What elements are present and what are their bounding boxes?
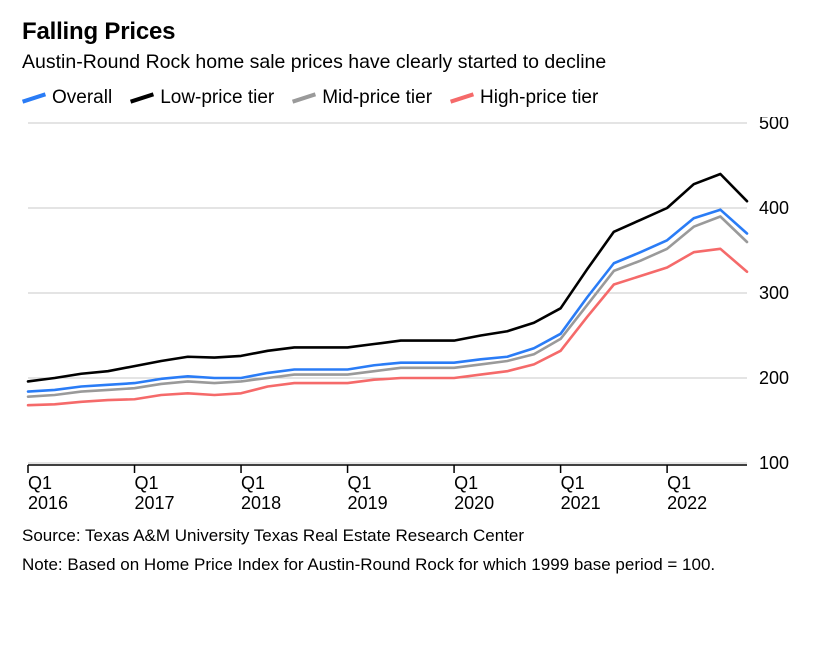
ytick-label: 500 — [759, 117, 789, 133]
legend-swatch-high_tier — [450, 92, 474, 103]
xtick-year-label: 2020 — [454, 493, 494, 513]
legend-item-high_tier: High-price tier — [450, 87, 598, 109]
legend-swatch-overall — [22, 92, 46, 103]
series-line-mid_tier — [28, 216, 747, 396]
legend-item-mid_tier: Mid-price tier — [292, 87, 432, 109]
xtick-q-label: Q1 — [454, 473, 478, 493]
legend-label-overall: Overall — [52, 87, 112, 109]
legend-swatch-low_tier — [130, 92, 154, 103]
chart-subtitle: Austin-Round Rock home sale prices have … — [22, 50, 803, 75]
xtick-year-label: 2016 — [28, 493, 68, 513]
ytick-label: 400 — [759, 198, 789, 218]
legend: Overall Low-price tier Mid-price tier High-… — [22, 87, 803, 109]
legend-label-high_tier: High-price tier — [480, 87, 598, 109]
xtick-year-label: 2017 — [135, 493, 175, 513]
xtick-q-label: Q1 — [241, 473, 265, 493]
xtick-q-label: Q1 — [348, 473, 372, 493]
series-line-overall — [28, 210, 747, 392]
xtick-year-label: 2018 — [241, 493, 281, 513]
xtick-year-label: 2022 — [667, 493, 707, 513]
legend-item-low_tier: Low-price tier — [130, 87, 274, 109]
source-line: Source: Texas A&M University Texas Real … — [22, 525, 803, 546]
legend-label-low_tier: Low-price tier — [160, 87, 274, 109]
xtick-q-label: Q1 — [667, 473, 691, 493]
ytick-label: 300 — [759, 283, 789, 303]
xtick-year-label: 2021 — [561, 493, 601, 513]
ytick-label: 200 — [759, 368, 789, 388]
legend-item-overall: Overall — [22, 87, 112, 109]
ytick-label: 100 — [759, 453, 789, 473]
chart-svg: 100200300400500Q12016Q12017Q12018Q12019Q… — [22, 117, 803, 517]
chart-card: Falling Prices Austin-Round Rock home sa… — [0, 0, 825, 658]
legend-swatch-mid_tier — [292, 92, 316, 103]
xtick-q-label: Q1 — [561, 473, 585, 493]
note-line: Note: Based on Home Price Index for Aust… — [22, 554, 803, 575]
chart-title: Falling Prices — [22, 18, 803, 46]
legend-label-mid_tier: Mid-price tier — [322, 87, 432, 109]
xtick-q-label: Q1 — [28, 473, 52, 493]
xtick-year-label: 2019 — [348, 493, 388, 513]
line-chart: 100200300400500Q12016Q12017Q12018Q12019Q… — [22, 117, 803, 517]
xtick-q-label: Q1 — [135, 473, 159, 493]
